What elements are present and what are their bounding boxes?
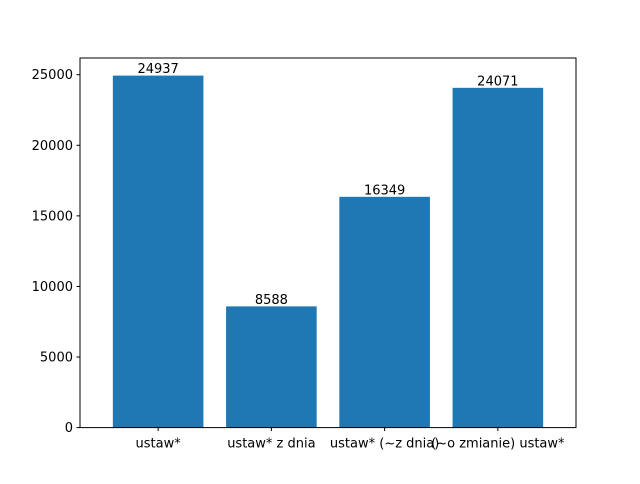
data-label-3: 16349 bbox=[364, 183, 405, 198]
data-label-2: 8588 bbox=[255, 293, 288, 308]
y-axis: 0 5000 10000 15000 20000 25000 bbox=[32, 68, 80, 436]
y-tick-label-3: 10000 bbox=[32, 280, 73, 295]
bar-2 bbox=[226, 306, 317, 428]
data-label-1: 24937 bbox=[137, 62, 178, 77]
x-tick-label-2: ustaw* z dnia bbox=[227, 437, 315, 452]
bars-layer bbox=[112, 75, 544, 428]
y-tick-label-2: 5000 bbox=[40, 351, 73, 366]
data-label-4: 24071 bbox=[477, 74, 518, 89]
data-labels-layer: 24937 8588 16349 24071 bbox=[137, 62, 518, 308]
y-tick-label-6: 25000 bbox=[32, 68, 73, 83]
x-tick-label-4: (~o zmianie) ustaw* bbox=[431, 437, 565, 452]
bar-1 bbox=[112, 75, 204, 428]
plot-frame bbox=[79, 57, 577, 429]
x-axis: ustaw* ustaw* z dnia ustaw* (~z dnia)(~o z… bbox=[136, 427, 565, 452]
bar-3 bbox=[339, 196, 430, 428]
bar-4 bbox=[452, 87, 544, 428]
x-tick-label-1: ustaw* bbox=[136, 437, 182, 452]
y-tick-label-1: 0 bbox=[65, 421, 73, 436]
y-tick-label-4: 15000 bbox=[32, 209, 73, 224]
y-tick-label-5: 20000 bbox=[32, 139, 73, 154]
x-tick-label-3: ustaw* (~z dnia) bbox=[330, 437, 439, 452]
